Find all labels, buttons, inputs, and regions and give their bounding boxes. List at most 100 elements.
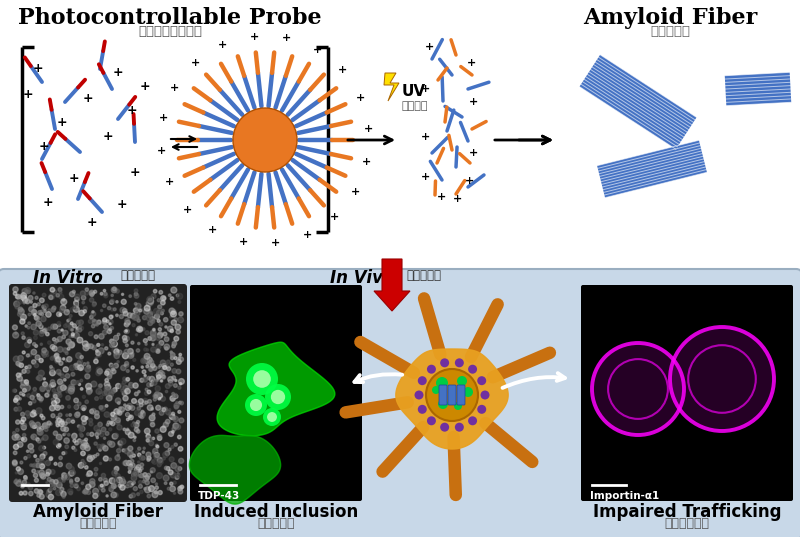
Circle shape xyxy=(79,440,82,444)
Circle shape xyxy=(154,308,159,314)
Circle shape xyxy=(69,491,73,495)
Circle shape xyxy=(104,386,110,391)
Circle shape xyxy=(111,389,115,394)
Circle shape xyxy=(112,347,118,353)
Circle shape xyxy=(70,365,75,371)
Circle shape xyxy=(142,366,143,368)
Circle shape xyxy=(57,322,61,325)
Circle shape xyxy=(93,494,98,498)
Circle shape xyxy=(115,420,120,425)
Circle shape xyxy=(34,489,38,494)
Circle shape xyxy=(110,412,115,416)
Circle shape xyxy=(98,384,102,388)
Circle shape xyxy=(90,432,94,437)
Circle shape xyxy=(157,458,162,463)
Circle shape xyxy=(150,318,154,322)
FancyBboxPatch shape xyxy=(439,385,447,405)
Circle shape xyxy=(468,416,477,425)
Circle shape xyxy=(46,489,51,494)
Circle shape xyxy=(86,433,90,436)
Circle shape xyxy=(109,323,111,325)
Circle shape xyxy=(63,379,66,381)
Circle shape xyxy=(23,491,27,495)
Circle shape xyxy=(21,380,26,386)
Circle shape xyxy=(154,398,156,401)
Circle shape xyxy=(104,382,110,387)
Circle shape xyxy=(110,390,114,394)
Circle shape xyxy=(126,461,132,466)
Circle shape xyxy=(85,288,89,291)
FancyBboxPatch shape xyxy=(9,284,187,502)
Circle shape xyxy=(16,294,21,299)
Circle shape xyxy=(92,292,94,295)
Circle shape xyxy=(98,477,102,481)
Circle shape xyxy=(50,367,54,372)
Circle shape xyxy=(110,326,114,330)
Circle shape xyxy=(162,375,165,378)
Circle shape xyxy=(33,310,37,314)
Circle shape xyxy=(13,325,18,330)
Circle shape xyxy=(51,401,57,405)
Circle shape xyxy=(57,386,62,392)
Circle shape xyxy=(25,288,30,294)
Circle shape xyxy=(124,404,126,406)
Circle shape xyxy=(109,328,111,331)
Circle shape xyxy=(40,473,45,478)
Circle shape xyxy=(146,439,150,442)
Circle shape xyxy=(170,351,173,353)
Circle shape xyxy=(170,396,175,401)
Circle shape xyxy=(115,289,119,293)
Circle shape xyxy=(42,423,48,429)
Circle shape xyxy=(36,321,42,326)
Circle shape xyxy=(131,352,134,355)
Circle shape xyxy=(150,383,154,386)
Polygon shape xyxy=(725,72,791,106)
Circle shape xyxy=(158,332,162,337)
Circle shape xyxy=(98,348,104,354)
Circle shape xyxy=(58,346,63,352)
Circle shape xyxy=(22,297,27,302)
Circle shape xyxy=(123,428,126,431)
Circle shape xyxy=(93,319,95,322)
Circle shape xyxy=(32,391,38,397)
Circle shape xyxy=(158,434,162,439)
Circle shape xyxy=(38,489,42,494)
Circle shape xyxy=(162,452,168,458)
Circle shape xyxy=(114,389,116,391)
Circle shape xyxy=(95,357,97,359)
Circle shape xyxy=(72,324,76,328)
Circle shape xyxy=(147,459,150,461)
Circle shape xyxy=(178,357,181,359)
Circle shape xyxy=(69,413,71,416)
Circle shape xyxy=(146,315,152,321)
Circle shape xyxy=(72,291,75,293)
Circle shape xyxy=(101,309,102,311)
Circle shape xyxy=(102,474,106,477)
Circle shape xyxy=(32,410,36,413)
Circle shape xyxy=(83,307,87,310)
Circle shape xyxy=(96,350,98,352)
Text: +: + xyxy=(166,177,174,187)
Circle shape xyxy=(28,295,33,301)
Circle shape xyxy=(64,438,70,444)
Circle shape xyxy=(145,487,150,493)
Circle shape xyxy=(138,399,143,404)
Text: +: + xyxy=(102,130,114,143)
Circle shape xyxy=(86,365,90,368)
Circle shape xyxy=(99,405,103,409)
Circle shape xyxy=(39,358,43,362)
Circle shape xyxy=(113,478,118,484)
Circle shape xyxy=(103,478,107,482)
Circle shape xyxy=(98,333,104,339)
Circle shape xyxy=(22,388,26,393)
Circle shape xyxy=(102,318,107,322)
Circle shape xyxy=(161,407,163,409)
Circle shape xyxy=(111,418,114,420)
Text: +: + xyxy=(338,66,347,75)
Circle shape xyxy=(39,400,42,403)
Circle shape xyxy=(125,318,130,323)
Circle shape xyxy=(103,446,108,451)
Circle shape xyxy=(138,328,142,331)
Circle shape xyxy=(133,482,135,484)
Circle shape xyxy=(147,297,153,303)
